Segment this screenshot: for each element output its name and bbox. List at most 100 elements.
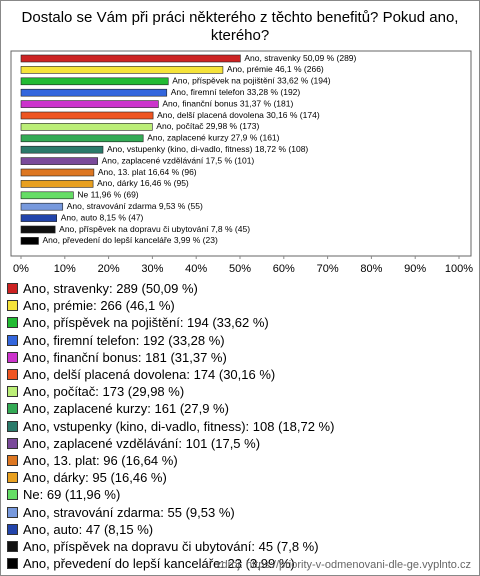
bar — [20, 237, 39, 245]
x-tick-label: 90% — [404, 263, 426, 275]
legend-item: Ano, příspěvek na pojištění: 194 (33,62 … — [7, 314, 473, 331]
legend-swatch — [7, 334, 18, 346]
x-tick-label: 10% — [54, 263, 76, 275]
plot-frame — [10, 50, 472, 257]
legend-item: Ne: 69 (11,96 %) — [7, 486, 473, 503]
legend-item: Ano, vstupenky (kino, di-vadlo, fitness)… — [7, 418, 473, 435]
legend-swatch — [7, 437, 18, 449]
bar — [20, 88, 168, 97]
bar — [20, 202, 64, 211]
legend-item: Ano, auto: 47 (8,15 %) — [7, 521, 473, 538]
legend-item: Ano, počítač: 173 (29,98 %) — [7, 383, 473, 400]
legend-swatch — [7, 369, 18, 381]
legend-swatch — [7, 386, 18, 398]
legend-label: Ano, prémie: 266 (46,1 %) — [23, 298, 175, 314]
legend-label: Ano, převedení do lepší kanceláře: 23 (3… — [23, 556, 295, 572]
bar-label: Ano, převedení do lepší kanceláře 3,99 %… — [42, 235, 217, 245]
bar — [20, 54, 241, 63]
legend-label: Ano, příspěvek na pojištění: 194 (33,62 … — [23, 315, 269, 331]
bar — [20, 225, 56, 234]
legend-swatch — [7, 472, 18, 484]
bar — [20, 66, 224, 74]
legend-label: Ano, dárky: 95 (16,46 %) — [23, 470, 167, 486]
legend-label: Ano, příspěvek na dopravu či ubytování: … — [23, 538, 319, 554]
chart-title: Dostalo se Vám při práci některého z těc… — [21, 9, 459, 44]
bar — [20, 100, 159, 108]
x-tick-label: 100% — [445, 263, 473, 275]
legend-label: Ano, auto: 47 (8,15 %) — [23, 521, 154, 537]
x-tick-label: 20% — [98, 263, 120, 275]
legend-label: Ano, 13. plat: 96 (16,64 %) — [23, 452, 178, 468]
legend-item: Ano, zaplacené vzdělávání: 101 (17,5 %) — [7, 435, 473, 452]
legend-label: Ano, vstupenky (kino, di-vadlo, fitness)… — [23, 418, 335, 434]
legend-swatch — [7, 283, 18, 295]
bar — [20, 214, 57, 222]
legend-label: Ano, zaplacené kurzy: 161 (27,9 %) — [23, 401, 229, 417]
x-tick-label: 50% — [229, 263, 251, 275]
legend-swatch — [7, 317, 18, 329]
legend-label: Ne: 69 (11,96 %) — [23, 487, 121, 503]
legend-label: Ano, stravování zdarma: 55 (9,53 %) — [23, 504, 235, 520]
bar-label: Ano, delší placená dovolena 30,16 % (174… — [157, 110, 320, 120]
x-tick-label: 60% — [273, 263, 295, 275]
legend-swatch — [7, 558, 18, 570]
bar — [20, 168, 95, 177]
legend-item: Ano, prémie: 266 (46,1 %) — [7, 297, 473, 314]
x-tick-label: 30% — [141, 263, 163, 275]
bar — [20, 134, 144, 143]
legend-item: Ano, firemní telefon: 192 (33,28 %) — [7, 332, 473, 349]
bar-label: Ano, počítač 29,98 % (173) — [156, 121, 259, 131]
bar-label: Ano, 13. plat 16,64 % (96) — [98, 167, 197, 177]
legend-item: Ano, 13. plat: 96 (16,64 %) — [7, 452, 473, 469]
legend-item: Ano, stravenky: 289 (50,09 %) — [7, 280, 473, 297]
x-tick-label: 40% — [185, 263, 207, 275]
legend-item: Ano, dárky: 95 (16,46 %) — [7, 469, 473, 486]
legend-item: Ano, převedení do lepší kanceláře: 23 (3… — [7, 555, 473, 572]
legend-label: Ano, počítač: 173 (29,98 %) — [23, 384, 185, 400]
legend-swatch — [7, 403, 18, 415]
bar-label: Ano, vstupenky (kino, di-vadlo, fitness)… — [107, 144, 308, 154]
legend-item: Ano, finanční bonus: 181 (31,37 %) — [7, 349, 473, 366]
legend-item: Ano, příspěvek na dopravu či ubytování: … — [7, 538, 473, 555]
bar-label: Ano, zaplacené kurzy 27,9 % (161) — [147, 133, 279, 143]
legend-swatch — [7, 523, 18, 535]
x-tick-label: 80% — [360, 263, 382, 275]
bar — [20, 123, 153, 131]
bar-label: Ne 11,96 % (69) — [77, 190, 138, 200]
legend-item: Ano, zaplacené kurzy: 161 (27,9 %) — [7, 400, 473, 417]
bar — [20, 180, 94, 188]
legend-swatch — [7, 300, 18, 312]
bar — [20, 191, 74, 200]
legend-label: Ano, stravenky: 289 (50,09 %) — [23, 281, 198, 297]
bar — [20, 77, 169, 86]
legend-swatch — [7, 351, 18, 363]
legend-swatch — [7, 540, 18, 552]
legend-item: Ano, delší placená dovolena: 174 (30,16 … — [7, 366, 473, 383]
bar — [20, 145, 104, 154]
legend-label: Ano, zaplacené vzdělávání: 101 (17,5 %) — [23, 435, 261, 451]
legend-swatch — [7, 454, 18, 466]
bar — [20, 157, 98, 165]
legend-label: Ano, delší placená dovolena: 174 (30,16 … — [23, 367, 276, 383]
x-tick-label: 70% — [317, 263, 339, 275]
bar-label: Ano, finanční bonus 31,37 % (181) — [162, 98, 293, 108]
legend: Ano, stravenky: 289 (50,09 %) Ano, prémie… — [7, 280, 473, 572]
bar-label: Ano, stravování zdarma 9,53 % (55) — [67, 201, 203, 211]
legend-label: Ano, firemní telefon: 192 (33,28 %) — [23, 332, 225, 348]
bar-label: Ano, stravenky 50,09 % (289) — [244, 53, 356, 63]
bar-label: Ano, příspěvek na dopravu či ubytování 7… — [59, 224, 250, 234]
legend-label: Ano, finanční bonus: 181 (31,37 %) — [23, 349, 227, 365]
bar-label: Ano, příspěvek na pojištění 33,62 % (194… — [172, 76, 330, 86]
source: zdroj: https://priority-v-odmenovani-dle… — [216, 559, 471, 571]
bar-label: Ano, zaplacené vzdělávání 17,5 % (101) — [102, 155, 255, 165]
bar-label: Ano, firemní telefon 33,28 % (192) — [171, 87, 301, 97]
legend-swatch — [7, 506, 18, 518]
bar-label: Ano, prémie 46,1 % (266) — [227, 64, 324, 74]
bar — [20, 111, 154, 120]
legend-item: Ano, stravování zdarma: 55 (9,53 %) — [7, 503, 473, 520]
legend-swatch — [7, 420, 18, 432]
x-tick-label: 0% — [13, 263, 29, 275]
bar-label: Ano, dárky 16,46 % (95) — [97, 178, 189, 188]
